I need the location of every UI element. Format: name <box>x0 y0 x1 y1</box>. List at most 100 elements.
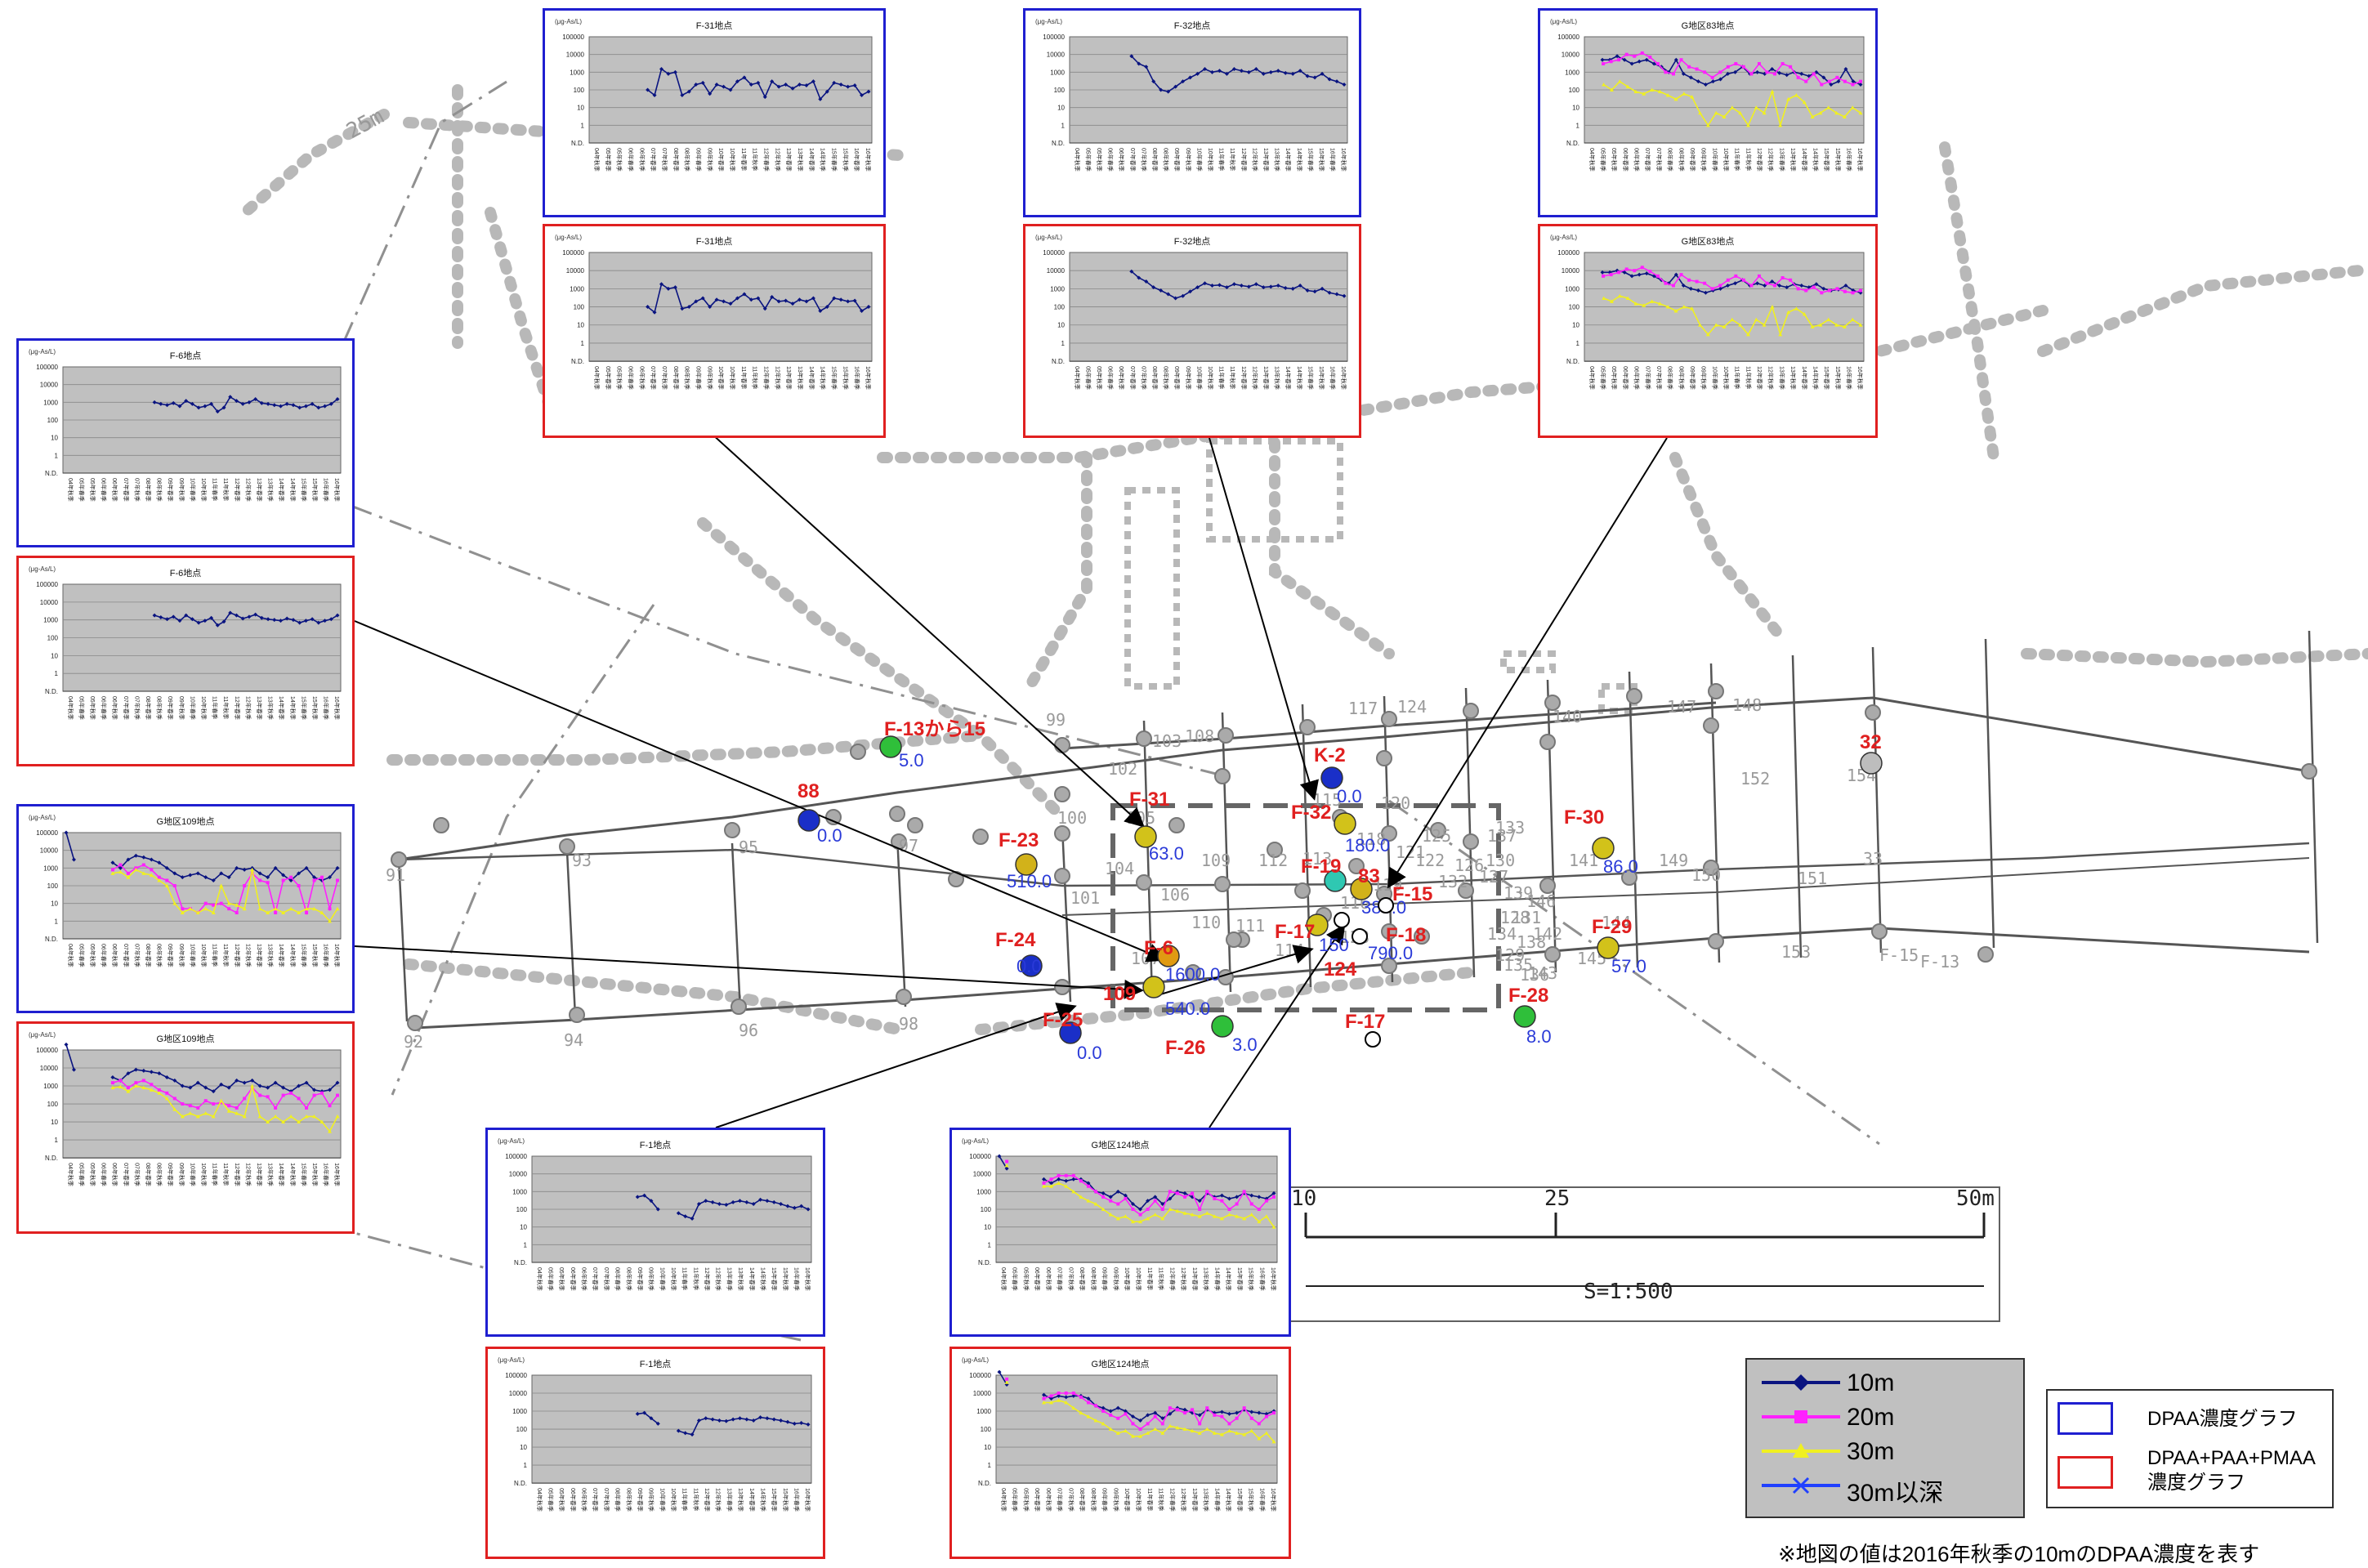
well-point-value: 150 <box>1319 935 1349 955</box>
data-point <box>1298 69 1302 74</box>
x-tick-label: 08年春季 <box>1151 148 1159 172</box>
data-point <box>1821 75 1826 80</box>
data-point <box>1726 283 1731 288</box>
data-point <box>1780 276 1785 280</box>
data-point <box>683 1431 688 1436</box>
data-point <box>266 881 270 885</box>
data-point <box>64 1042 69 1047</box>
x-tick-label: 09年春季 <box>637 1488 644 1512</box>
x-tick-label: 09年春季 <box>167 1163 174 1186</box>
data-point <box>1004 1380 1009 1384</box>
well-point-marker <box>1211 1015 1234 1038</box>
data-point <box>1733 281 1738 286</box>
grid-number-label: 126 <box>1454 855 1484 875</box>
data-point <box>652 93 657 98</box>
data-point <box>666 71 671 76</box>
x-tick-label: 11年春季 <box>1734 148 1741 171</box>
data-point <box>1698 323 1703 327</box>
data-point <box>655 1421 660 1426</box>
x-tick-label: 14年春季 <box>1801 148 1808 172</box>
x-tick-label: 16年春季 <box>323 944 330 967</box>
data-point <box>1217 283 1222 288</box>
data-point <box>742 292 747 297</box>
x-tick-label: 05年秋季 <box>616 148 623 172</box>
grid-node <box>1458 882 1474 899</box>
x-tick-label: 11年秋季 <box>222 478 230 501</box>
data-point <box>799 1204 804 1208</box>
data-point <box>646 305 650 310</box>
data-point <box>1305 74 1310 78</box>
grid-number-label: 149 <box>1659 851 1688 870</box>
key-red-swatch <box>2057 1456 2113 1489</box>
data-point <box>335 397 340 402</box>
data-point <box>1175 1189 1180 1194</box>
data-point <box>728 302 733 306</box>
y-tick-label: 10000 <box>1047 267 1066 275</box>
data-point <box>1213 1196 1217 1200</box>
chart-title: G地区124地点 <box>1092 1140 1150 1150</box>
data-point <box>1175 1425 1180 1430</box>
data-point <box>1713 110 1718 115</box>
data-point <box>1146 1208 1150 1211</box>
x-tick-label: 07年春季 <box>592 1267 599 1291</box>
well-point-label: K-2 <box>1314 744 1346 766</box>
data-point <box>1681 71 1686 76</box>
y-tick-label: 100 <box>1569 304 1580 311</box>
x-tick-label: 06年秋季 <box>638 366 646 390</box>
data-point <box>235 903 239 907</box>
data-point <box>799 1421 804 1426</box>
data-point <box>1217 69 1222 74</box>
data-point <box>180 1083 185 1088</box>
grid-node <box>1054 737 1070 753</box>
grid-number-label: 131 <box>1512 908 1541 927</box>
x-tick-label: 06年秋季 <box>1633 148 1641 172</box>
y-tick-label: N.D. <box>1566 358 1579 365</box>
x-tick-label: 15年春季 <box>300 944 307 967</box>
data-point <box>1765 70 1769 74</box>
data-point <box>1131 1208 1135 1211</box>
grid-node <box>1218 727 1234 744</box>
scale-25-label: 25 <box>1544 1186 1570 1211</box>
x-tick-label: 06年秋季 <box>111 478 118 502</box>
data-point <box>195 910 200 914</box>
data-point <box>686 305 691 310</box>
y-tick-label: N.D. <box>1566 140 1579 147</box>
chart-title: F-6地点 <box>170 568 202 579</box>
x-tick-label: 15年秋季 <box>782 1267 789 1291</box>
data-point <box>288 1114 293 1119</box>
x-tick-label: 05年春季 <box>605 366 612 390</box>
data-point <box>1175 1408 1179 1412</box>
data-point <box>188 1104 192 1108</box>
x-tick-label: 05年秋季 <box>1096 366 1103 390</box>
grid-node <box>1708 933 1724 949</box>
data-point <box>738 1199 742 1204</box>
x-tick-label: 10年春季 <box>717 148 725 172</box>
x-tick-label: 05年春季 <box>78 944 85 967</box>
graph-panel-g109-total: (μg-As/L) G地区109地点 100000 10000 1000 100 10 1 N.… <box>16 1021 355 1234</box>
data-point <box>190 401 194 406</box>
x-tick-label: 08年春季 <box>614 1267 622 1291</box>
data-point <box>1146 1199 1150 1204</box>
legend-label-30m-deeper: 30m以深 <box>1847 1480 1944 1507</box>
x-tick-label: 12年春季 <box>704 1267 711 1291</box>
data-point <box>1718 284 1722 288</box>
x-tick-label: 13年春季 <box>1262 366 1270 390</box>
data-point <box>1858 290 1863 295</box>
data-point <box>320 1091 324 1095</box>
data-point <box>1843 79 1847 83</box>
data-point <box>1609 273 1613 277</box>
data-point <box>247 400 252 404</box>
data-point <box>846 299 851 304</box>
data-point <box>1812 72 1816 76</box>
x-tick-label: 10年春季 <box>189 944 196 967</box>
y-tick-label: 1000 <box>512 1188 527 1195</box>
y-tick-label: 100 <box>1054 87 1066 94</box>
x-tick-label: 10年春季 <box>189 1163 196 1186</box>
series-legend: 10m 20m 30m 30m以深 <box>1745 1358 2025 1518</box>
grid-node <box>1703 860 1719 876</box>
y-tick-label: 10000 <box>40 599 59 606</box>
data-point <box>1168 1423 1173 1428</box>
grid-number-label: 138 <box>1517 932 1546 952</box>
data-point <box>1094 1190 1098 1194</box>
x-tick-label: 14年春季 <box>278 944 285 967</box>
